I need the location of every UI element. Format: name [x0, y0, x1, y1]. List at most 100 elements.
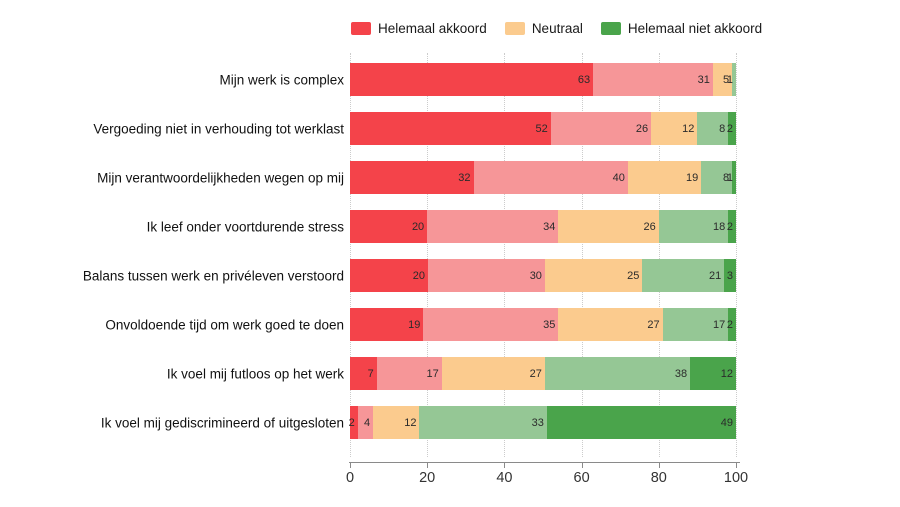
x-axis-line: [349, 462, 740, 463]
segment-value-label: 26: [635, 122, 649, 135]
bar-segment: 19: [627, 161, 702, 194]
bar-segment: 8: [701, 161, 733, 194]
legend-label: Helemaal akkoord: [378, 21, 487, 36]
legend-item: Helemaal akkoord: [351, 21, 487, 36]
segment-value-label: 1: [726, 171, 733, 184]
bar-segment: 1: [727, 63, 736, 96]
bar-segment: 27: [558, 308, 663, 341]
bar-segment: 26: [558, 210, 659, 243]
category-label: Mijn werk is complex: [219, 72, 344, 87]
legend-item: Helemaal niet akkoord: [600, 21, 763, 36]
segment-value-label: 3: [726, 269, 733, 282]
segment-value-label: 31: [697, 73, 710, 86]
bar-row: 19 35 27 17 2: [350, 308, 736, 341]
x-axis-tick: [736, 462, 737, 468]
legend: Helemaal akkoord Neutraal Helemaal niet ak…: [351, 21, 762, 36]
segment-value-label: 27: [647, 318, 660, 331]
x-axis-tick-label: 80: [650, 470, 667, 486]
bar-segment: 2: [348, 406, 358, 439]
bar-segment: 27: [441, 357, 545, 390]
segment-value-label: 8: [722, 171, 730, 184]
segment-value-label: 52: [535, 122, 548, 135]
category-label: Balans tussen werk en privéleven verstoo…: [82, 268, 344, 283]
bar-segment: 35: [423, 308, 559, 341]
segment-value-label: 25: [627, 269, 640, 282]
segment-value-label: 2: [726, 220, 733, 233]
segment-value-label: 20: [412, 269, 425, 282]
grid: [350, 53, 737, 457]
legend-swatch-icon: [351, 22, 371, 35]
category-label: Onvoldoende tijd om werk goed te doen: [105, 317, 344, 332]
x-axis-tick: [581, 462, 583, 468]
segment-value-label: 34: [543, 220, 556, 233]
segment-value-label: 1: [726, 73, 733, 86]
x-axis-tick: [658, 462, 660, 468]
gridline: [504, 53, 506, 457]
segment-value-label: 2: [726, 318, 733, 331]
legend-label: Helemaal niet akkoord: [627, 21, 763, 36]
segment-value-label: 40: [612, 171, 625, 184]
gridline: [581, 53, 583, 457]
bar-segment: 31: [593, 63, 713, 96]
gridline: [736, 53, 737, 457]
x-axis-tick-label: 40: [496, 470, 513, 486]
bar-segment: 4: [357, 406, 374, 439]
legend-label: Neutraal: [531, 21, 583, 36]
bar-segment: 20: [350, 259, 428, 292]
bar-segment: 33: [419, 406, 547, 439]
bar-segment: 12: [690, 357, 736, 390]
segment-value-label: 18: [713, 220, 726, 233]
category-label: Ik voel mij futloos op het werk: [166, 366, 344, 381]
bar-row: 32 40 19 8 1: [350, 161, 736, 194]
legend-swatch-icon: [504, 22, 525, 35]
bar-segment: 30: [427, 259, 545, 292]
bar-segment: 8: [697, 112, 729, 145]
legend-swatch-icon: [600, 22, 621, 35]
bar-segment: 38: [544, 357, 691, 390]
legend-item: Neutraal: [504, 21, 583, 36]
segment-value-label: 33: [531, 416, 544, 429]
segment-value-label: 26: [643, 220, 656, 233]
segment-value-label: 63: [577, 73, 591, 86]
gridline: [658, 53, 660, 457]
bar-segment: 12: [651, 112, 698, 145]
segment-value-label: 20: [411, 220, 425, 233]
segment-value-label: 19: [408, 318, 421, 331]
bar-segment: 25: [544, 259, 643, 292]
bar-row: 52 26 12 8 2: [350, 112, 736, 145]
segment-value-label: 12: [720, 367, 733, 380]
bar-segment: 26: [550, 112, 652, 145]
x-axis-tick-label: 0: [345, 470, 355, 486]
category-label: Vergoeding niet in verhouding tot werkla…: [93, 121, 344, 136]
bar-row: 20 30 25 21 3: [350, 259, 736, 292]
x-axis-tick: [350, 462, 351, 468]
bar-segment: 20: [350, 210, 428, 243]
bar-segment: 49: [546, 406, 736, 439]
bar-segment: 21: [642, 259, 725, 292]
category-label: Ik voel mij gediscrimineerd of uitgeslot…: [100, 415, 344, 430]
bar-segment: 52: [350, 112, 551, 145]
segment-value-label: 21: [709, 269, 722, 282]
bar-segment: 34: [427, 210, 559, 243]
bar-segment: 12: [373, 406, 420, 439]
segment-value-label: 2: [348, 416, 355, 429]
gridline: [427, 53, 429, 457]
x-axis-tick: [427, 462, 429, 468]
bar-segment: 63: [350, 63, 594, 96]
category-label: Ik leef onder voortdurende stress: [146, 219, 344, 234]
bar-row: 2 4 12 33 49: [348, 406, 736, 439]
segment-value-label: 5: [723, 73, 730, 86]
segment-value-label: 17: [426, 367, 439, 380]
segment-value-label: 35: [543, 318, 556, 331]
bar-segment: 17: [662, 308, 729, 341]
segment-value-label: 49: [720, 416, 733, 429]
bar-row: 20 34 26 18 2: [350, 210, 736, 243]
x-axis-tick: [504, 462, 506, 468]
bar-segment: 40: [473, 161, 628, 194]
bar-segment: 18: [658, 210, 729, 243]
bar-segment: 32: [350, 161, 474, 194]
segment-value-label: 2: [726, 122, 733, 135]
x-axis-tick-label: 100: [723, 470, 749, 486]
segment-value-label: 8: [719, 122, 726, 135]
segment-value-label: 27: [529, 367, 542, 380]
